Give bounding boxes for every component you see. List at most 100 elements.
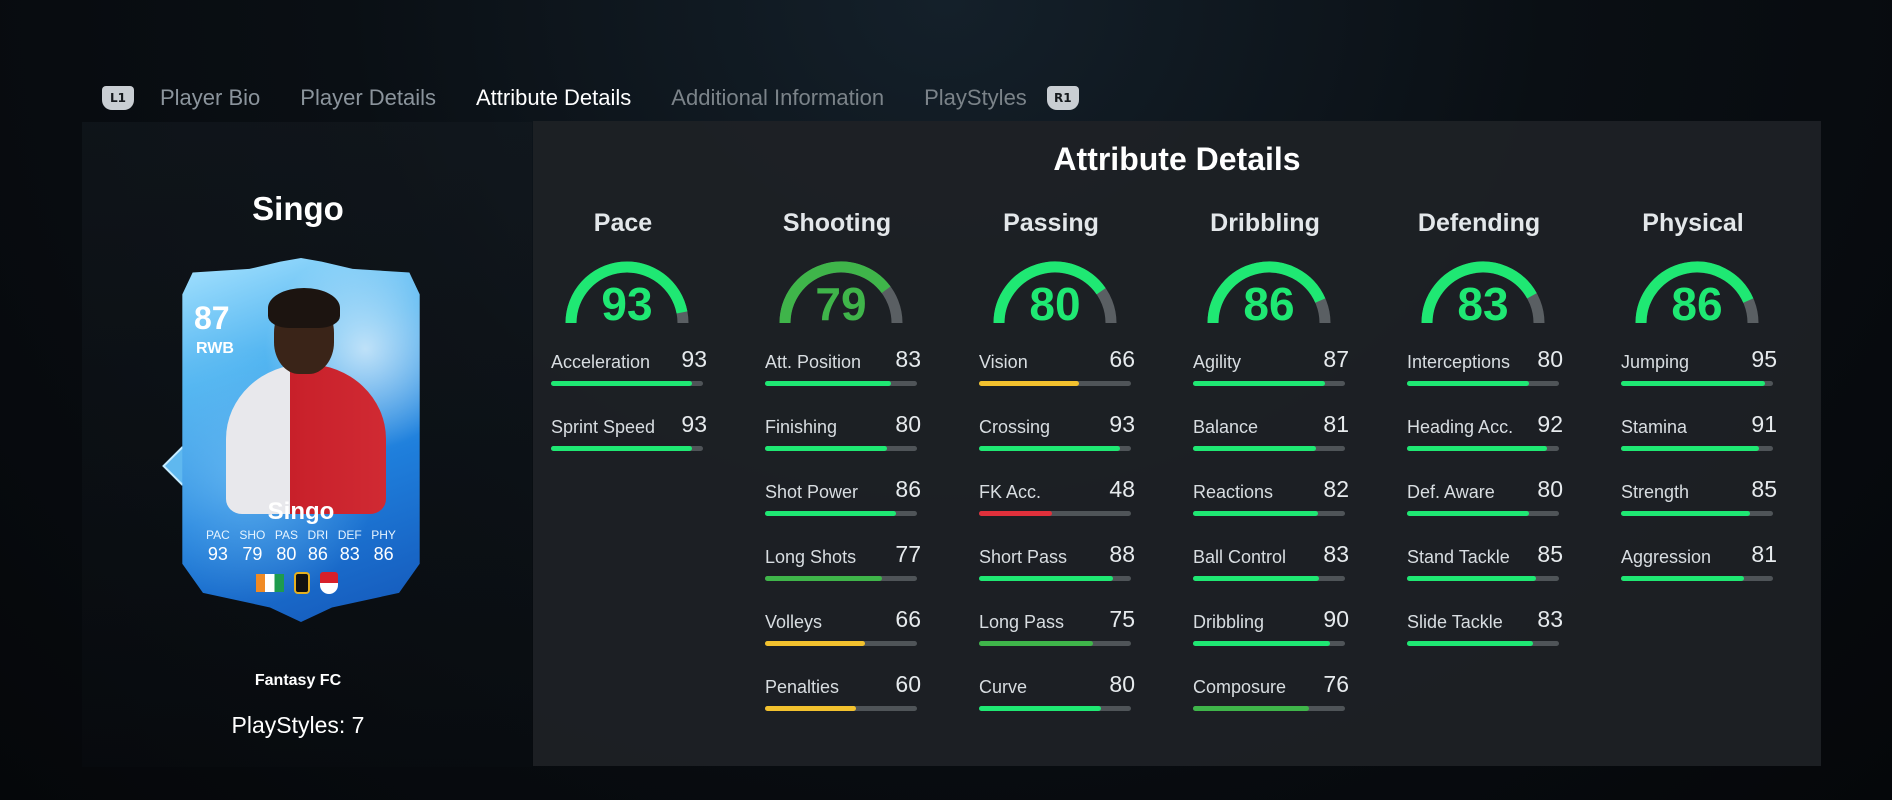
attribute-bar-fill	[765, 511, 896, 516]
attribute-row: Acceleration 93	[551, 343, 707, 398]
attribute-bar-track	[765, 446, 917, 451]
category-gauge: 86	[1201, 255, 1337, 333]
attribute-label: Dribbling	[1193, 612, 1265, 632]
attribute-bar-track	[979, 446, 1131, 451]
tab-playstyles[interactable]: PlayStyles	[924, 85, 1027, 110]
attribute-label: Heading Acc.	[1407, 417, 1514, 437]
tab-player-details[interactable]: Player Details	[300, 85, 436, 110]
attribute-details-panel: Attribute Details Pace 93 Acceleration 93 Sp…	[533, 121, 1821, 766]
attribute-bar-fill	[765, 706, 857, 711]
category-rating: 79	[815, 278, 867, 330]
attribute-row: Long Shots 77	[765, 538, 921, 593]
r1-button-icon[interactable]: R1	[1046, 86, 1079, 110]
attribute-row: Def. Aware 80	[1407, 473, 1563, 528]
attribute-value: 92	[1537, 411, 1563, 437]
attribute-bar-track	[765, 641, 917, 646]
attribute-bar-track	[765, 706, 917, 711]
l1-button-icon[interactable]: L1	[102, 86, 134, 110]
attribute-bar-track	[1621, 381, 1773, 386]
attribute-value: 60	[895, 671, 921, 697]
tab-additional-information[interactable]: Additional Information	[671, 85, 885, 110]
attribute-row: Dribbling 90	[1193, 603, 1349, 658]
category-title: Dribbling	[1210, 209, 1320, 237]
card-position: RWB	[196, 340, 234, 357]
card-stat-def: DEF 83	[338, 528, 362, 565]
attribute-row: Vision 66	[979, 343, 1135, 398]
attribute-label: Sprint Speed	[551, 417, 656, 437]
attribute-row: Reactions 82	[1193, 473, 1349, 528]
attribute-value: 83	[1537, 606, 1563, 632]
attribute-bar-track	[765, 381, 917, 386]
attribute-bar-fill	[979, 381, 1080, 386]
attribute-row: Curve 80	[979, 668, 1135, 723]
attribute-row: Ball Control 83	[1193, 538, 1349, 593]
attribute-label: Finishing	[765, 417, 838, 437]
category-title: Physical	[1642, 209, 1744, 237]
tab-attribute-details[interactable]: Attribute Details	[476, 85, 632, 110]
attribute-label: FK Acc.	[979, 482, 1042, 502]
attribute-row: Crossing 93	[979, 408, 1135, 463]
card-affiliations	[256, 572, 338, 594]
attribute-label: Stamina	[1621, 417, 1688, 437]
attribute-bar-fill	[979, 446, 1121, 451]
gauge-fill	[1207, 261, 1326, 324]
attribute-value: 80	[1109, 671, 1135, 697]
attribute-label: Short Pass	[979, 547, 1068, 567]
league-logo-icon	[294, 572, 310, 594]
attribute-value: 85	[1537, 541, 1563, 567]
card-stat-label: DRI	[307, 528, 329, 542]
attribute-label: Slide Tackle	[1407, 612, 1503, 632]
attribute-label: Def. Aware	[1407, 482, 1495, 502]
gauge-fill	[1421, 261, 1537, 324]
attribute-row: Volleys 66	[765, 603, 921, 658]
attribute-bar-fill	[1193, 381, 1326, 386]
attribute-value: 93	[681, 411, 707, 437]
player-portrait-hair	[268, 288, 340, 328]
attribute-bar-fill	[1193, 641, 1330, 646]
category-title: Shooting	[782, 209, 892, 237]
attribute-value: 75	[1109, 606, 1135, 632]
attribute-label: Stand Tackle	[1407, 547, 1510, 567]
attribute-bar-track	[1621, 511, 1773, 516]
gauge-arc	[1635, 261, 1759, 324]
attribute-bar-fill	[1621, 381, 1766, 386]
attribute-row: Agility 87	[1193, 343, 1349, 398]
attribute-value: 95	[1751, 346, 1777, 372]
attribute-value: 93	[681, 346, 707, 372]
attribute-row: Att. Position 83	[765, 343, 921, 398]
attribute-column-defending: Defending 83 Interceptions 80 Heading Acc. 92…	[1407, 209, 1563, 658]
attribute-label: Penalties	[765, 677, 840, 697]
attribute-bar-fill	[979, 641, 1093, 646]
tab-player-bio[interactable]: Player Bio	[160, 85, 261, 110]
attribute-row: FK Acc. 48	[979, 473, 1135, 528]
card-rating: 87	[194, 300, 230, 336]
attribute-label: Long Pass	[979, 612, 1065, 632]
category-title: Pace	[593, 209, 653, 237]
attribute-row: Jumping 95	[1621, 343, 1777, 398]
attribute-bar-fill	[1193, 446, 1317, 451]
card-stat-value: 86	[373, 544, 394, 564]
attribute-bar-fill	[1193, 511, 1318, 516]
attribute-value: 66	[895, 606, 921, 632]
attribute-label: Jumping	[1621, 352, 1690, 372]
player-card[interactable]: 87 RWB Singo PAC 93 SHO 79 PAS 80 DRI 86…	[182, 258, 420, 622]
attribute-value: 82	[1323, 476, 1349, 502]
gauge-arc	[1421, 261, 1545, 324]
attribute-row: Composure 76	[1193, 668, 1349, 723]
attribute-row: Long Pass 75	[979, 603, 1135, 658]
attribute-bar-track	[1193, 381, 1345, 386]
attribute-label: Att. Position	[765, 352, 862, 372]
attribute-label: Aggression	[1621, 547, 1712, 567]
attribute-row: Strength 85	[1621, 473, 1777, 528]
card-stat-value: 93	[207, 544, 228, 564]
category-rating: 86	[1671, 278, 1723, 330]
card-stat-value: 86	[307, 544, 328, 564]
category-title: Defending	[1417, 209, 1541, 237]
club-name: Fantasy FC	[254, 672, 342, 689]
attribute-bar-track	[979, 511, 1131, 516]
attribute-label: Acceleration	[551, 352, 651, 372]
attribute-column-dribbling: Dribbling 86 Agility 87 Balance 81 Reactions 82…	[1193, 209, 1349, 723]
attribute-bar-track	[1193, 511, 1345, 516]
gauge-fill	[779, 261, 891, 324]
attribute-bar-fill	[765, 576, 883, 581]
